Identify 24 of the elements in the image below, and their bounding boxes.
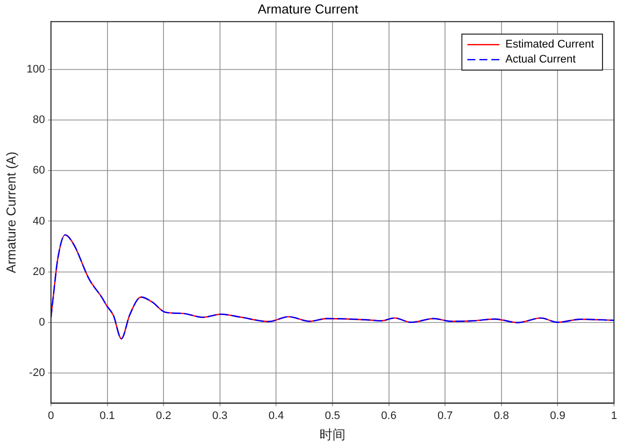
y-axis-title: Armature Current (A): [3, 152, 18, 274]
x-tick-label: 0.1: [100, 410, 115, 422]
y-tick-label: 100: [26, 64, 45, 76]
line-series: [50, 234, 614, 340]
x-tick-label: 0: [48, 410, 54, 422]
y-tick-label: -20: [29, 366, 45, 379]
y-tick-label: 80: [32, 114, 45, 126]
x-tick-label: 0.4: [268, 410, 284, 422]
x-tick-label: 0.6: [381, 410, 396, 422]
x-tick-label: 0.5: [324, 410, 340, 422]
x-tick-label: 0.7: [437, 410, 453, 422]
x-tick-label: 1: [610, 410, 618, 422]
y-tick-label: 40: [32, 215, 45, 228]
x-tick-label: 0.3: [212, 410, 228, 422]
y-tick-label: 20: [32, 266, 45, 278]
legend-label: Actual Current: [505, 54, 576, 66]
x-axis-title: 时间: [319, 426, 346, 442]
y-tick-label: 60: [32, 164, 45, 177]
y-tick-label: 0: [38, 316, 45, 328]
legend-label: Estimated Current: [505, 38, 594, 51]
chart-title: Armature Current: [258, 1, 359, 16]
x-tick-label: 0.8: [494, 410, 510, 422]
x-tick-label: 0.9: [550, 410, 566, 422]
x-tick-label: 0.2: [156, 410, 172, 422]
